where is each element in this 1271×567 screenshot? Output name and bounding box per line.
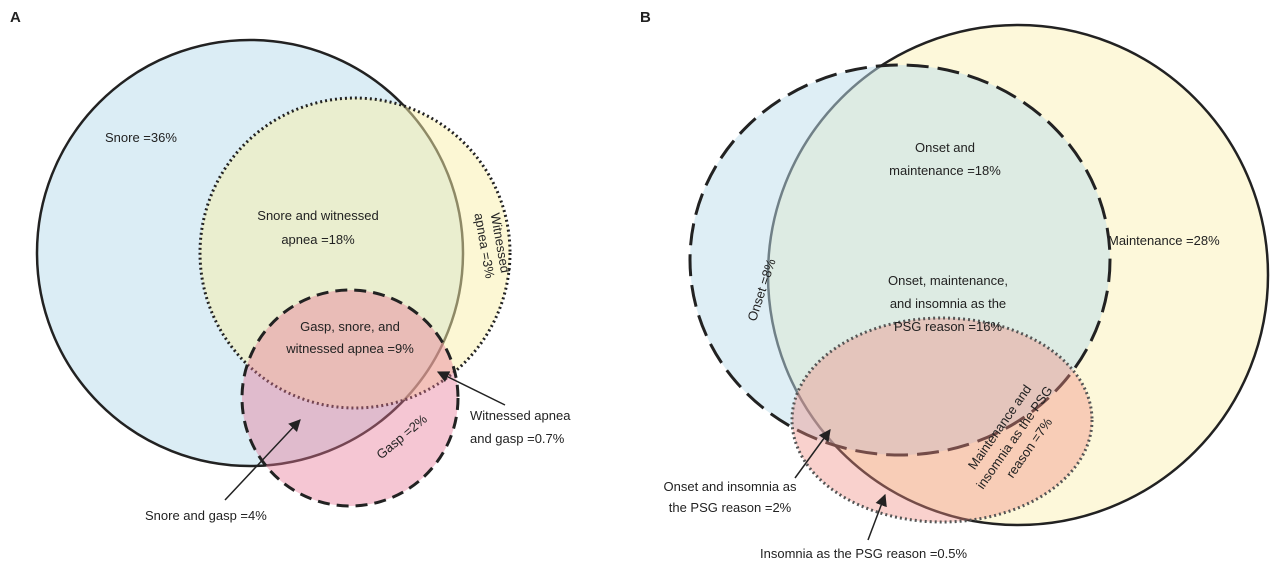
region-label: Onset and insomnia as the PSG reason =2% xyxy=(664,479,797,515)
region-label: Snore and witnessed apnea =18% xyxy=(257,208,378,247)
region-label: Onset, maintenance, and insomnia as the PS… xyxy=(888,273,1008,334)
panel-label: B xyxy=(640,9,651,26)
text-line: PSG reason =16% xyxy=(894,319,1002,334)
text-line: A xyxy=(10,9,21,26)
region-label: Snore and gasp =4% xyxy=(145,508,267,523)
text-line: Onset, maintenance, xyxy=(888,273,1008,288)
text-line: Maintenance =28% xyxy=(1108,233,1220,248)
text-line: Snore =36% xyxy=(105,130,177,145)
region-label: Gasp, snore, and witnessed apnea =9% xyxy=(285,319,414,356)
text-line: apnea =18% xyxy=(281,232,355,247)
region-label: Snore =36% xyxy=(105,130,177,145)
text-line: Gasp, snore, and xyxy=(300,319,400,334)
text-line: B xyxy=(640,9,651,26)
region-label: Onset and maintenance =18% xyxy=(889,140,1001,178)
text-line: Onset and xyxy=(915,140,975,155)
arrow xyxy=(436,371,506,406)
text-line: and insomnia as the xyxy=(890,296,1006,311)
region-label: Witnessed apnea and gasp =0.7% xyxy=(470,408,571,446)
text-line: Witnessed apnea xyxy=(470,408,571,423)
arrow xyxy=(794,429,831,479)
arrow xyxy=(867,493,887,541)
text-line: maintenance =18% xyxy=(889,163,1001,178)
text-line: Onset and insomnia as xyxy=(664,479,797,494)
text-line: the PSG reason =2% xyxy=(669,500,792,515)
panel-b: B Onset =8% Onset and maintenance =18% Ma… xyxy=(640,9,1270,561)
panel-a: A Snore =36% Snore and witnessed apnea =1… xyxy=(10,9,571,523)
region-label: Insomnia as the PSG reason =0.5% xyxy=(760,546,967,561)
text-line: and gasp =0.7% xyxy=(470,431,565,446)
insomnia-circle xyxy=(790,316,1094,524)
text-line: Insomnia as the PSG reason =0.5% xyxy=(760,546,967,561)
arrow xyxy=(224,419,301,501)
text-line: witnessed apnea =9% xyxy=(285,341,414,356)
onset-circle xyxy=(688,63,1112,457)
panel-label: A xyxy=(10,9,21,26)
text-line: Snore and gasp =4% xyxy=(145,508,267,523)
gasp-circle xyxy=(240,288,460,508)
witnessed-circle xyxy=(198,96,512,410)
region-label: Maintenance =28% xyxy=(1108,233,1220,248)
text-line: Snore and witnessed xyxy=(257,208,378,223)
